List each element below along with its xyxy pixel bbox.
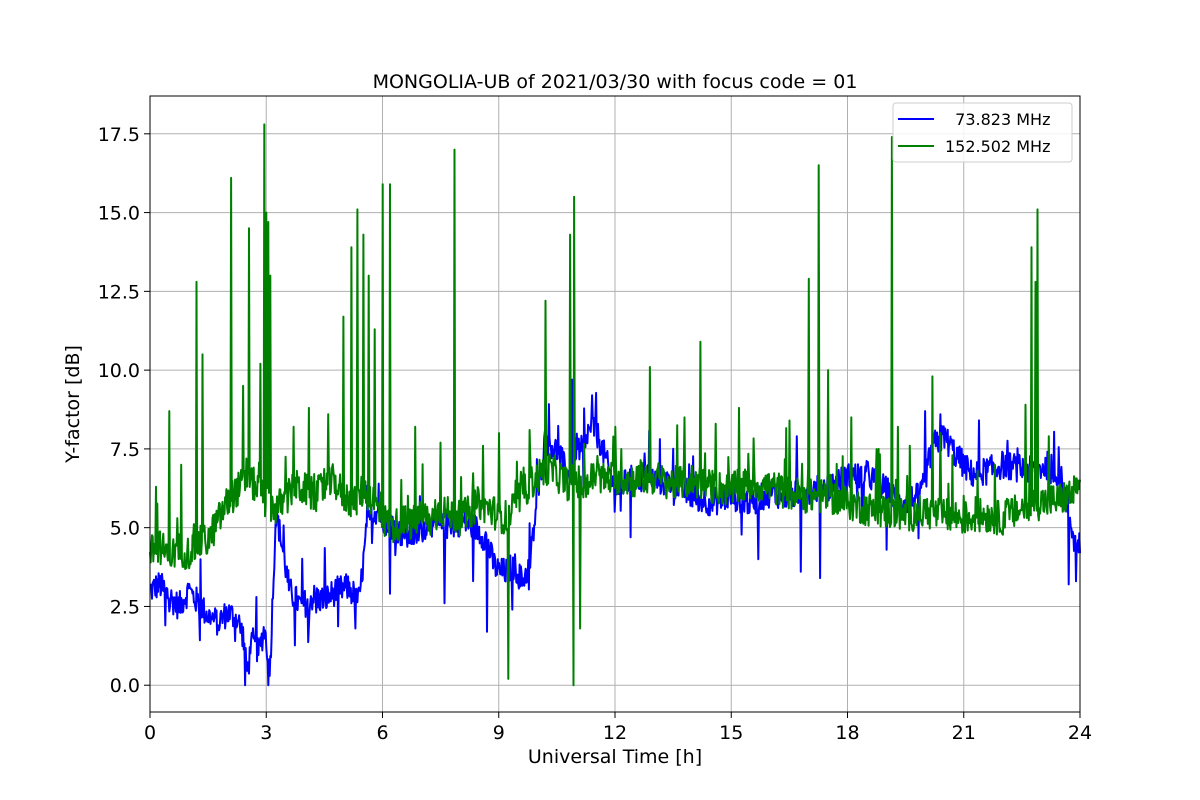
x-tick-label: 24 [1068,722,1092,744]
x-tick-label: 3 [260,722,272,744]
series-layer [149,123,1081,687]
y-tick-label: 7.5 [110,439,140,461]
x-tick-label: 0 [144,722,156,744]
series-line-0 [149,378,1081,687]
series-line-1 [149,123,1081,687]
x-tick-label: 6 [376,722,388,744]
y-tick-label: 17.5 [98,124,140,146]
x-tick-label: 21 [952,722,976,744]
x-tick-label: 9 [493,722,505,744]
y-tick-label: 12.5 [98,281,140,303]
y-tick-label: 0.0 [110,675,140,697]
y-tick-label: 2.5 [110,596,140,618]
y-axis: 0.0 2.5 5.0 7.5 10.0 12.5 15.0 17.5 [98,124,150,697]
y-tick-label: 10.0 [98,360,140,382]
x-axis-label: Universal Time [h] [528,746,702,768]
y-axis-label: Y-factor [dB] [62,345,84,464]
y-tick-label: 15.0 [98,203,140,225]
chart-title: MONGOLIA-UB of 2021/03/30 with focus cod… [373,71,858,93]
legend-box [892,102,1073,163]
legend-label-152mhz: 152.502 MHz [945,137,1050,156]
x-tick-label: 12 [603,722,627,744]
x-tick-label: 15 [719,722,743,744]
x-axis: 0 3 6 9 12 15 18 21 24 [144,712,1092,744]
plot-area [149,95,1081,713]
legend: 73.823 MHz 152.502 MHz [892,102,1073,163]
legend-label-73mhz: 73.823 MHz [945,110,1050,129]
x-tick-label: 18 [835,722,859,744]
y-tick-label: 5.0 [110,518,140,540]
